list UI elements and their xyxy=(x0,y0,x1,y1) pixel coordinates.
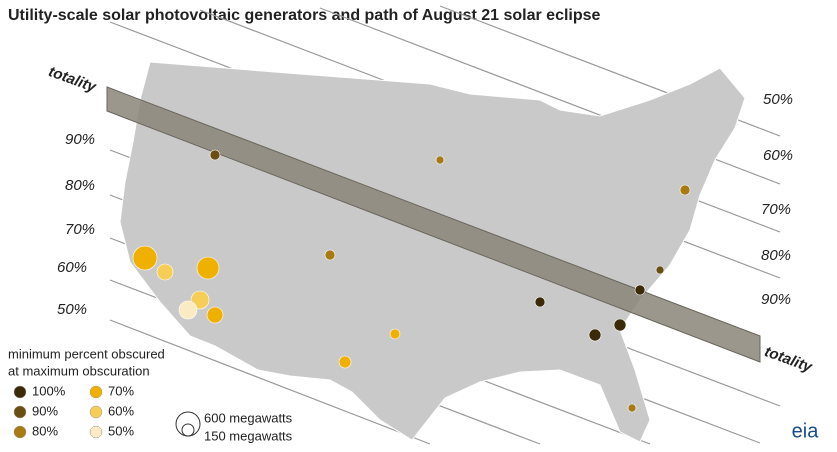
generator xyxy=(655,265,665,275)
generator xyxy=(534,296,546,308)
generator xyxy=(338,355,352,369)
generator xyxy=(435,155,445,165)
generator xyxy=(209,149,221,161)
title: Utility-scale solar photovoltaic generat… xyxy=(8,7,601,24)
generator xyxy=(132,245,158,271)
generator xyxy=(679,184,691,196)
percent-label: 90% xyxy=(761,291,791,308)
percent-label: 90% xyxy=(65,131,95,148)
legend-swatch xyxy=(89,405,103,419)
legend-label: 70% xyxy=(108,383,134,398)
generators xyxy=(132,149,691,413)
percent-label: 60% xyxy=(763,147,793,164)
size-label: 150 megawatts xyxy=(204,428,293,443)
percent-label: 70% xyxy=(761,201,791,218)
legend-swatch xyxy=(13,425,27,439)
totality-label: totality xyxy=(762,343,815,376)
contour xyxy=(109,319,431,445)
percent-label: 50% xyxy=(57,301,87,318)
logo: eia xyxy=(792,420,820,442)
legend-label: 80% xyxy=(32,423,58,438)
totality-label: totality xyxy=(46,63,99,96)
percent-label: 80% xyxy=(761,247,791,264)
generator xyxy=(634,284,646,296)
us-map xyxy=(119,61,746,443)
percent-label: 70% xyxy=(65,221,95,238)
generator xyxy=(178,300,198,320)
legend: minimum percent obscured at maximum obsc… xyxy=(8,346,293,443)
legend-swatch xyxy=(89,425,103,439)
legend-swatch xyxy=(13,405,27,419)
generator xyxy=(627,403,637,413)
legend-title: at maximum obscuration xyxy=(8,363,150,378)
generator xyxy=(206,306,224,324)
generator xyxy=(156,263,174,281)
legend-swatch xyxy=(13,385,27,399)
percent-label: 80% xyxy=(65,177,95,194)
legend-label: 100% xyxy=(32,383,66,398)
generator xyxy=(324,249,336,261)
legend-swatch xyxy=(89,385,103,399)
legend-label: 90% xyxy=(32,403,58,418)
generator xyxy=(196,256,220,280)
legend-label: 50% xyxy=(108,423,134,438)
legend-label: 60% xyxy=(108,403,134,418)
totality-path xyxy=(106,86,761,363)
generator xyxy=(613,318,627,332)
percent-label: 50% xyxy=(763,91,793,108)
generator xyxy=(389,328,401,340)
generator xyxy=(588,328,602,342)
legend-title: minimum percent obscured xyxy=(8,346,165,361)
size-circle xyxy=(181,423,195,437)
generator xyxy=(190,290,210,310)
size-label: 600 megawatts xyxy=(204,410,293,425)
percent-label: 60% xyxy=(57,259,87,276)
